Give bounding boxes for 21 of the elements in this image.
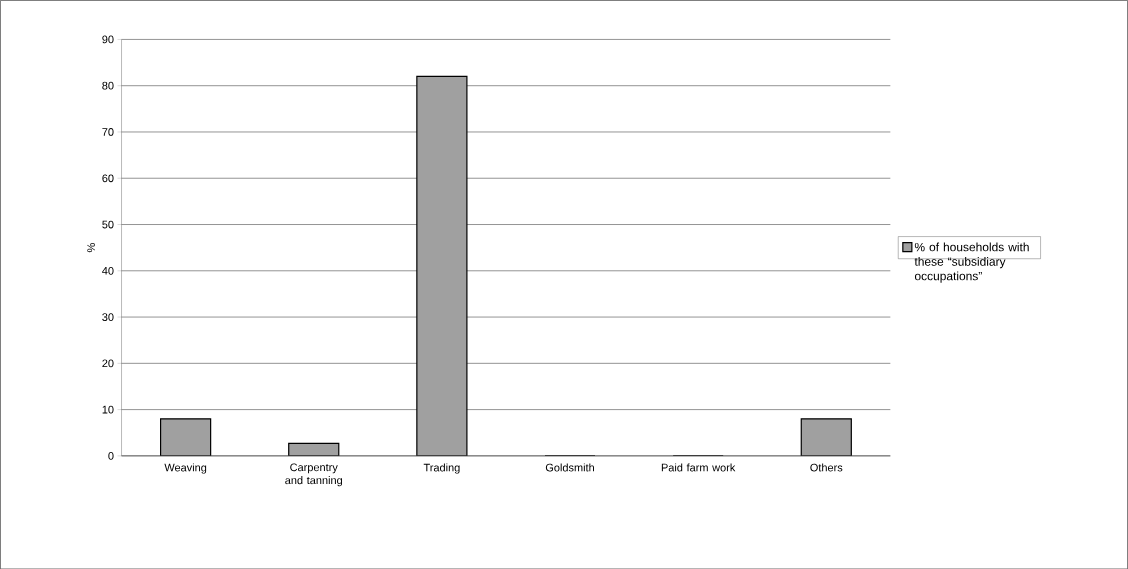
- legend-label: % of households with these “subsidiary occupations”: [914, 242, 1029, 283]
- x-tick-label: Weaving: [164, 463, 207, 474]
- bar: [159, 418, 212, 456]
- x-tick-label: Others: [810, 463, 843, 472]
- y-tick-label: 90: [102, 35, 114, 44]
- y-axis-title: %: [87, 242, 95, 252]
- bar: [416, 75, 468, 456]
- y-tick-label: 0: [108, 451, 114, 460]
- x-tick-label: Trading: [423, 463, 460, 474]
- y-tick-label: 50: [102, 220, 114, 229]
- x-tick-label: Goldsmith: [545, 463, 594, 472]
- x-tick-label: Paid farm work: [661, 463, 736, 472]
- y-tick-label: 70: [102, 127, 114, 136]
- bar: [800, 418, 852, 456]
- y-tick-label: 80: [102, 81, 114, 90]
- y-tick-label: 20: [102, 359, 114, 368]
- y-tick-label: 30: [102, 313, 114, 321]
- y-tick-label: 40: [102, 266, 114, 275]
- y-tick-label: 60: [102, 174, 114, 182]
- x-tick-label: Carpentry and tanning: [285, 463, 342, 487]
- y-tick-label: 10: [102, 405, 114, 414]
